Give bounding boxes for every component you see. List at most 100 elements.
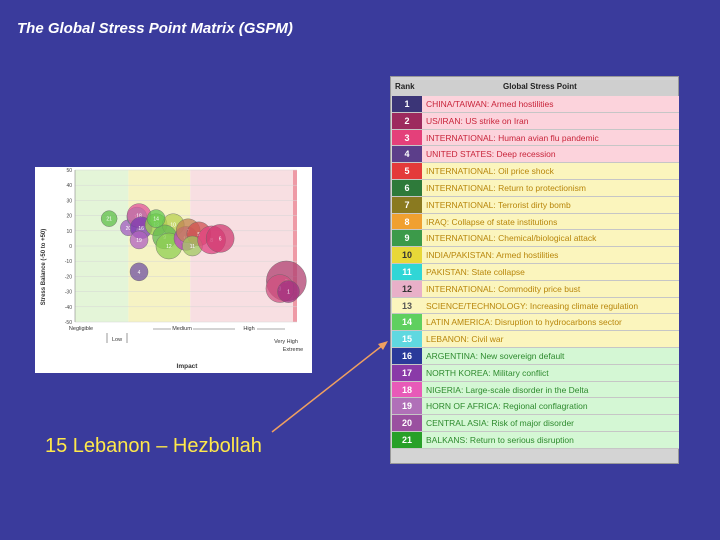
y-tick-label: -20 [65, 274, 72, 280]
stress-point-cell: IRAQ: Collapse of state institutions [426, 216, 558, 227]
y-tick-label: -40 [65, 305, 72, 311]
stress-point-cell: INDIA/PAKISTAN: Armed hostilities [426, 250, 559, 261]
bubble-label: 10 [170, 223, 176, 229]
table-rows: 1 CHINA/TAIWAN: Armed hostilities 2 US/IRAN… [392, 96, 679, 449]
bubble-19 [129, 230, 149, 250]
arrow-line [271, 344, 384, 433]
rank-cell: 16 [392, 347, 422, 364]
x-axis-label: Impact [177, 363, 199, 370]
table-header: Rank Global Stress Point [391, 80, 678, 96]
rank-cell: 1 [392, 96, 422, 112]
table-row: 10 INDIA/PAKISTAN: Armed hostilities [392, 247, 679, 264]
table-row: 13 SCIENCE/TECHNOLOGY: Increasing climate… [392, 297, 679, 315]
stress-point-cell: INTERNATIONAL: Human avian flu pandemic [426, 132, 599, 143]
chart-grid [74, 169, 297, 323]
table-row: 6 INTERNATIONAL: Return to protectionism [392, 179, 679, 197]
rank-cell: 21 [392, 431, 422, 448]
rank-cell: 17 [392, 364, 422, 381]
rank-cell: 5 [392, 163, 422, 179]
table-row: 2 US/IRAN: US strike on Iran [392, 112, 679, 130]
y-tick-label: 20 [66, 214, 72, 220]
bubble-label: 4 [138, 270, 141, 276]
rank-cell: 13 [392, 297, 422, 314]
table-row: 15 LEBANON: Civil war [392, 331, 679, 348]
y-tick-label: -50 [65, 320, 72, 326]
table-row: 14 LATIN AMERICA: Disruption to hydrocarb… [392, 314, 679, 332]
rank-cell: 14 [392, 314, 422, 331]
table-row: 7 INTERNATIONAL: Terrorist dirty bomb [392, 196, 679, 214]
rank-cell: 3 [392, 129, 422, 146]
y-tick-label: -30 [65, 290, 72, 296]
slide-title: The Global Stress Point Matrix (GSPM) [17, 20, 293, 37]
stress-point-cell: INTERNATIONAL: Chemical/biological attac… [426, 233, 597, 244]
bubble-6 [205, 224, 235, 253]
table-row: 4 UNITED STATES: Deep recession [392, 146, 679, 164]
bubble-1 [277, 280, 300, 303]
arrow-head [378, 341, 388, 350]
stress-point-cell: NIGERIA: Large-scale disorder in the Del… [426, 384, 589, 395]
table-row: 21 BALKANS: Return to serious disruption [392, 431, 679, 449]
bubble-4 [129, 262, 149, 282]
bubble-label: 1 [287, 290, 290, 296]
stress-point-cell: US/IRAN: US strike on Iran [426, 115, 529, 126]
rank-cell: 6 [392, 179, 422, 196]
table-row: 9 INTERNATIONAL: Chemical/biological atta… [392, 230, 679, 248]
table-row: 18 NIGERIA: Large-scale disorder in the D… [392, 381, 679, 399]
header-stress-point: Global Stress Point [503, 82, 577, 91]
rank-cell: 18 [392, 381, 422, 398]
bubble-14 [146, 209, 166, 228]
x-category-labels: Negligible Low Medium High Very High Extreme [69, 326, 303, 353]
table-row: 5 INTERNATIONAL: Oil price shock [392, 163, 679, 180]
table-row: 16 ARGENTINA: New sovereign default [392, 347, 679, 365]
header-rank: Rank [395, 82, 415, 91]
table-row: 1 CHINA/TAIWAN: Armed hostilities [392, 96, 679, 113]
y-tick-labels: 50 40 30 20 10 0 -10 -20 -30 -40 -50 [65, 168, 72, 326]
x-category-label: Negligible [69, 326, 93, 332]
stress-point-cell: HORN OF AFRICA: Regional conflagration [426, 401, 588, 412]
bubble-label: 19 [136, 238, 142, 244]
table-row: 12 INTERNATIONAL: Commodity price bust [392, 280, 679, 298]
stress-point-cell: BALKANS: Return to serious disruption [426, 434, 574, 445]
x-category-label: Very High [274, 339, 298, 345]
stress-point-cell: UNITED STATES: Deep recession [426, 149, 556, 160]
rank-cell: 20 [392, 415, 422, 431]
y-tick-label: 50 [66, 168, 72, 174]
stress-point-cell: LATIN AMERICA: Disruption to hydrocarbon… [426, 317, 622, 328]
stress-point-table: Rank Global Stress Point 1 CHINA/TAIWAN: … [390, 76, 679, 464]
x-category-label: Low [112, 337, 122, 343]
stress-point-cell: ARGENTINA: New sovereign default [426, 350, 565, 361]
rank-cell: 2 [392, 112, 422, 129]
y-tick-label: 0 [69, 244, 72, 250]
x-category-label: High [243, 326, 254, 332]
stress-point-cell: LEBANON: Civil war [426, 334, 504, 345]
stress-point-cell: INTERNATIONAL: Return to protectionism [426, 182, 586, 193]
rank-cell: 8 [392, 213, 422, 230]
bubble-label: 14 [153, 217, 159, 223]
x-category-label: Medium [172, 326, 192, 332]
rank-cell: 9 [392, 230, 422, 247]
y-tick-label: 10 [66, 229, 72, 235]
stress-point-cell: CENTRAL ASIA: Risk of major disorder [426, 418, 575, 429]
y-tick-label: -10 [65, 259, 72, 265]
bubble-label: 21 [106, 217, 112, 223]
rank-cell: 19 [392, 398, 422, 415]
y-tick-label: 40 [66, 183, 72, 189]
bubble-label: 6 [219, 236, 222, 242]
stress-point-cell: INTERNATIONAL: Oil price shock [426, 166, 554, 177]
table-row: 19 HORN OF AFRICA: Regional conflagration [392, 398, 679, 416]
table-row: 3 INTERNATIONAL: Human avian flu pandemic [392, 129, 679, 147]
table-row: 17 NORTH KOREA: Military conflict [392, 364, 679, 382]
bubble-label: 18 [136, 214, 142, 220]
rank-cell: 7 [392, 196, 422, 213]
stress-point-cell: SCIENCE/TECHNOLOGY: Increasing climate r… [426, 300, 639, 311]
bubble-label: 12 [166, 244, 172, 250]
table-row: 20 CENTRAL ASIA: Risk of major disorder [392, 415, 679, 432]
bubbles: 212015181619131091214177511864231 [100, 203, 307, 303]
table-row: 8 IRAQ: Collapse of state institutions [392, 213, 679, 231]
stress-point-cell: CHINA/TAIWAN: Armed hostilities [426, 99, 554, 109]
caption-text: 15 Lebanon – Hezbollah [45, 435, 262, 457]
y-tick-label: 30 [66, 198, 72, 204]
